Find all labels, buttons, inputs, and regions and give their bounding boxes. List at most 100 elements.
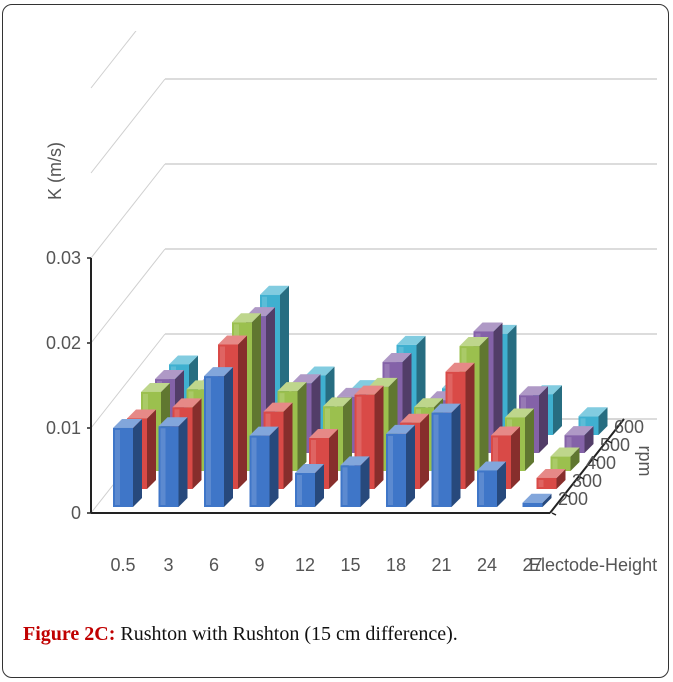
bar-side-face bbox=[343, 397, 352, 471]
bar-side-face bbox=[315, 464, 324, 507]
bar-highlight bbox=[552, 458, 558, 469]
bar bbox=[295, 464, 324, 507]
bar bbox=[431, 403, 461, 507]
depth-tick-label: 400 bbox=[586, 453, 616, 473]
bar-side-face bbox=[553, 385, 562, 435]
depth-tick-mark bbox=[579, 476, 585, 480]
bar-top-face bbox=[232, 313, 261, 323]
bar-top-face bbox=[305, 366, 335, 376]
y-axis-title: K (m/s) bbox=[45, 142, 65, 200]
bar-top-face bbox=[323, 397, 352, 407]
bar-side-face bbox=[147, 409, 156, 489]
bar-top-face bbox=[263, 402, 293, 412]
bar-top-face bbox=[309, 429, 338, 438]
bar bbox=[550, 447, 580, 471]
bar-side-face bbox=[539, 386, 548, 453]
bar-top-face bbox=[522, 493, 552, 503]
bar-top-face bbox=[169, 355, 198, 365]
bar-side-face bbox=[556, 468, 566, 489]
bar-top-face bbox=[396, 335, 426, 345]
x-tick-label: 27 bbox=[522, 555, 542, 575]
bar-top-face bbox=[291, 374, 321, 384]
bar-top-face bbox=[519, 386, 548, 396]
x-tick-label: 6 bbox=[209, 555, 219, 575]
bar-side-face bbox=[511, 426, 520, 489]
bar-top-face bbox=[473, 322, 503, 332]
depth-tick-mark bbox=[565, 494, 571, 498]
bar-top-face bbox=[340, 456, 370, 466]
bar-side-face bbox=[525, 408, 534, 471]
bar-top-face bbox=[536, 468, 566, 478]
bar-top-face bbox=[172, 398, 202, 408]
bar-top-face bbox=[127, 409, 156, 419]
x-tick-label: 24 bbox=[477, 555, 497, 575]
bar-side-face bbox=[406, 424, 415, 507]
x-tick-label: 9 bbox=[254, 555, 264, 575]
bar-highlight bbox=[251, 437, 257, 505]
caption-label: Figure 2C: bbox=[23, 623, 116, 645]
x-tick-label: 18 bbox=[386, 555, 406, 575]
y-tick-label: 0.03 bbox=[46, 248, 81, 268]
bar-top-face bbox=[295, 464, 324, 473]
bar bbox=[340, 456, 370, 507]
bar-side-face bbox=[224, 367, 233, 507]
bar-top-face bbox=[414, 398, 443, 408]
bar-top-face bbox=[505, 408, 534, 418]
bar-highlight bbox=[580, 418, 586, 433]
bar bbox=[386, 424, 415, 507]
bar-top-face bbox=[578, 407, 608, 417]
bar-side-face bbox=[297, 382, 307, 471]
bar bbox=[158, 417, 188, 507]
bar-highlight bbox=[206, 378, 211, 505]
bar-front-face bbox=[536, 477, 557, 489]
depth-tick-label: 500 bbox=[600, 435, 630, 455]
bar-side-face bbox=[598, 407, 608, 435]
bar bbox=[204, 367, 233, 507]
bar-side-face bbox=[178, 417, 188, 507]
x-tick-label: 15 bbox=[340, 555, 360, 575]
bar bbox=[477, 461, 506, 507]
bar bbox=[522, 493, 552, 507]
bar-side-face bbox=[133, 418, 142, 507]
bar-highlight bbox=[311, 440, 316, 487]
bar bbox=[536, 468, 566, 489]
bar-side-face bbox=[451, 403, 461, 507]
bar bbox=[113, 418, 142, 507]
chart-area: 0 0.01 0.02 0.03 K (m/s) 0.5 3 6 9 12 15 18 21 24 27 El… bbox=[21, 31, 657, 609]
depth-tick-mark bbox=[593, 458, 599, 462]
side-gridline bbox=[90, 31, 137, 89]
x-tick-label: 21 bbox=[431, 555, 451, 575]
figure-caption: Figure 2C: Rushton with Rushton (15 cm d… bbox=[23, 623, 653, 646]
bar-side-face bbox=[479, 337, 489, 471]
caption-text: Rushton with Rushton (15 cm difference). bbox=[115, 623, 458, 645]
y-tick-label: 0.01 bbox=[46, 418, 81, 438]
bar-highlight bbox=[115, 429, 120, 505]
bar-top-face bbox=[204, 367, 233, 377]
bar-top-face bbox=[260, 285, 289, 295]
bar-side-face bbox=[497, 461, 506, 507]
bar-top-face bbox=[277, 382, 307, 392]
bar-side-face bbox=[465, 362, 475, 489]
bar-highlight bbox=[566, 437, 572, 451]
bar-top-face bbox=[155, 370, 184, 380]
bar-top-face bbox=[218, 335, 247, 345]
x-tick-label: 12 bbox=[295, 555, 315, 575]
side-gridline bbox=[90, 248, 166, 344]
bar-highlight bbox=[356, 396, 362, 487]
bar-top-face bbox=[431, 403, 461, 413]
bar-highlight bbox=[388, 435, 393, 505]
bar-side-face bbox=[493, 322, 503, 453]
bar-highlight bbox=[538, 479, 544, 487]
bar-side-face bbox=[507, 324, 517, 435]
side-gridline bbox=[90, 163, 166, 259]
bar-side-face bbox=[584, 426, 594, 453]
bar-side-face bbox=[542, 493, 552, 507]
bar-side-face bbox=[570, 447, 580, 471]
depth-tick-label: 300 bbox=[572, 471, 602, 491]
x-axis-title: Electode-Height (cm) bbox=[529, 555, 657, 575]
bar-highlight bbox=[297, 475, 302, 505]
bar-side-face bbox=[283, 402, 293, 489]
bar-top-face bbox=[386, 424, 415, 434]
figure-frame: 0 0.01 0.02 0.03 K (m/s) 0.5 3 6 9 12 15 18 21 24 27 El… bbox=[2, 4, 669, 678]
bar-side-face bbox=[420, 413, 429, 489]
